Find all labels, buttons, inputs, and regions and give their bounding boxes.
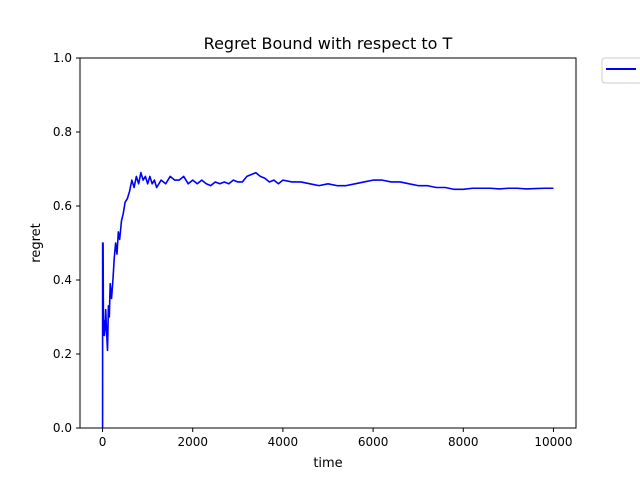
ticks-layer: 0 2000 4000 6000 8000 10000 0.0 0.2 0.4 0.6 0.8 1.0 [53,51,573,449]
y-tick-label: 1.0 [53,51,72,65]
y-tick-label: 0.4 [53,273,72,287]
x-tick-label: 0 [99,435,107,449]
series-line [101,171,554,429]
chart-title: Regret Bound with respect to T [204,34,453,53]
x-tick-label: 2000 [177,435,208,449]
y-tick-label: 0.6 [53,199,72,213]
series-layer [101,171,554,429]
y-tick-label: 0.0 [53,421,72,435]
plot-frame [79,57,577,429]
x-tick-label: 10000 [534,435,572,449]
x-tick-label: 8000 [448,435,479,449]
x-tick-label: 6000 [358,435,389,449]
legend [601,57,640,84]
legend-box [601,57,640,84]
y-tick-label: 0.2 [53,347,72,361]
x-axis-label: time [313,456,342,471]
y-axis-label: regret [29,223,44,262]
y-tick-label: 0.8 [53,125,72,139]
x-tick-label: 4000 [268,435,299,449]
